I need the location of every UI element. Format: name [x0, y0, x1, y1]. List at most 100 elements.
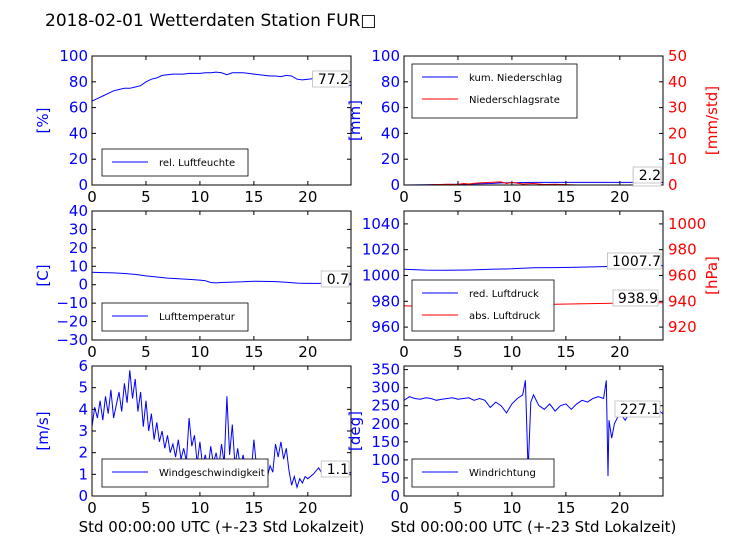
- legend: Windrichtung: [411, 458, 555, 488]
- y2-tick-label: 20: [668, 124, 687, 142]
- x-tick-label: 10: [502, 499, 521, 517]
- y2-axis-label: [hPa]: [703, 256, 721, 295]
- x-tick-label: 0: [87, 343, 97, 361]
- y-tick-label: 100: [371, 451, 400, 469]
- x-tick-label: 0: [87, 188, 97, 206]
- y-tick-label: 40: [69, 124, 88, 142]
- x-tick-label: 5: [453, 188, 463, 206]
- x-tick-label: 0: [399, 188, 409, 206]
- series-line-1: [404, 380, 663, 477]
- legend-box: [101, 302, 249, 332]
- x-axis-label: Std 00:00:00 UTC (+-23 Std Lokalzeit): [79, 518, 365, 536]
- plot-frame: [91, 210, 352, 341]
- x-tick-label: 15: [556, 499, 575, 517]
- x-tick-label: 10: [502, 188, 521, 206]
- legend-label: red. Luftdruck: [469, 289, 539, 300]
- x-tick-label: 10: [190, 188, 209, 206]
- y2-tick-label: 960: [668, 267, 697, 285]
- panel-humidity: 0 5 10 15 20 0 20 40 60 80 100 [%] rel. Luftfeuchte 7…: [34, 47, 352, 206]
- last-value-label: 227.1: [620, 402, 660, 418]
- panel-wind_speed: 0 5 10 15 20 0 1 2 3 4 5 6 [m/s] Std 00:00:00 UTC (+-…: [34, 357, 364, 536]
- plot-frame: [91, 55, 352, 186]
- y-tick-label: 350: [371, 361, 400, 379]
- y-tick-label: 40: [69, 202, 88, 220]
- y-tick-label: 20: [69, 150, 88, 168]
- x-tick-label: 20: [298, 188, 317, 206]
- x-tick-label: 5: [453, 343, 463, 361]
- last-value-label: 938.9: [618, 291, 658, 307]
- y2-tick-label: 980: [668, 241, 697, 259]
- last-value-box: [320, 270, 350, 288]
- x-tick-label: 0: [87, 499, 97, 517]
- y-tick-label: 4: [78, 400, 88, 418]
- last-value-label: 0.7: [327, 272, 349, 288]
- y2-tick-label: 940: [668, 292, 697, 310]
- y-tick-label: 20: [381, 150, 400, 168]
- y-tick-label: 0: [78, 276, 88, 294]
- y-tick-label: 0: [78, 487, 88, 505]
- legend-label: abs. Luftdruck: [469, 311, 540, 322]
- y-tick-label: 1020: [362, 241, 400, 259]
- y-tick-label: 1: [78, 465, 88, 483]
- y-tick-label: 300: [371, 379, 400, 397]
- y-tick-label: 1040: [362, 215, 400, 233]
- y-tick-label: 100: [371, 47, 400, 65]
- y-tick-label: 100: [59, 47, 88, 65]
- x-tick-label: 20: [610, 343, 629, 361]
- y2-tick-label: 50: [668, 47, 687, 65]
- y-tick-label: 5: [78, 379, 88, 397]
- x-tick-label: 15: [244, 499, 263, 517]
- plot-frame: [403, 55, 664, 186]
- y-axis-label: [deg]: [346, 411, 364, 451]
- last-value-label: 77.2: [318, 72, 349, 88]
- y-tick-label: −10: [56, 294, 88, 312]
- y2-tick-label: 40: [668, 73, 687, 91]
- last-value-box: [607, 252, 662, 270]
- y-tick-label: 60: [69, 99, 88, 117]
- legend: kum. Niederschlag Niederschlagsrate: [411, 63, 578, 119]
- y-tick-label: 960: [371, 318, 400, 336]
- y2-tick-label: 30: [668, 99, 687, 117]
- y2-tick-label: 0: [668, 176, 678, 194]
- y2-tick-label: 1000: [668, 215, 706, 233]
- x-tick-label: 20: [298, 343, 317, 361]
- legend-box: [101, 458, 269, 488]
- legend-label: Niederschlagsrate: [469, 95, 560, 106]
- y-tick-label: 2: [78, 444, 88, 462]
- y-axis-label: [%]: [34, 108, 52, 134]
- y-tick-label: 6: [78, 357, 88, 375]
- y2-tick-label: 10: [668, 150, 687, 168]
- y-tick-label: 200: [371, 415, 400, 433]
- last-value-label: 1007.7: [612, 254, 661, 270]
- y2-axis-label: [mm/std]: [703, 86, 721, 155]
- x-tick-label: 20: [610, 499, 629, 517]
- legend-label: Lufttemperatur: [159, 312, 236, 323]
- legend-box: [411, 279, 555, 332]
- last-value-box: [312, 70, 350, 88]
- last-value-box: [612, 289, 659, 307]
- legend-box: [411, 63, 578, 119]
- x-tick-label: 0: [399, 499, 409, 517]
- y-tick-label: −20: [56, 313, 88, 331]
- y-tick-label: 0: [390, 487, 400, 505]
- y-tick-label: 60: [381, 99, 400, 117]
- legend-label: kum. Niederschlag: [469, 73, 562, 84]
- y-tick-label: −30: [56, 331, 88, 349]
- series-line-1: [92, 271, 351, 284]
- y-tick-label: 80: [381, 73, 400, 91]
- y-tick-label: 980: [371, 292, 400, 310]
- legend: rel. Luftfeuchte: [101, 148, 249, 177]
- legend-box: [411, 458, 555, 488]
- x-tick-label: 10: [502, 343, 521, 361]
- y-axis-label: [C]: [34, 264, 52, 286]
- last-value-box: [614, 400, 661, 418]
- y-tick-label: 40: [381, 124, 400, 142]
- y-tick-label: 30: [69, 220, 88, 238]
- legend-label: rel. Luftfeuchte: [159, 158, 235, 169]
- panel-temperature: 0 5 10 15 20−30−20−10010203040[C]Lufttempera…: [34, 202, 352, 361]
- x-tick-label: 20: [298, 499, 317, 517]
- series-line-1: [92, 71, 351, 102]
- y-tick-label: 3: [78, 422, 88, 440]
